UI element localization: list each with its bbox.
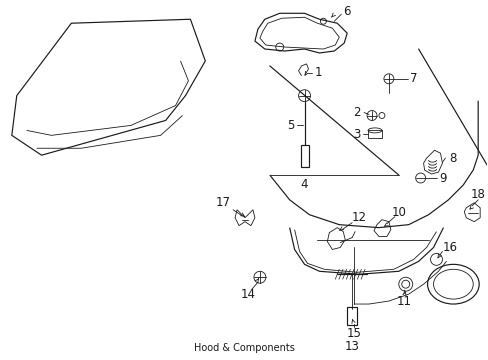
Text: 4: 4 (300, 179, 307, 192)
Text: 10: 10 (390, 206, 406, 219)
Text: 15: 15 (346, 327, 361, 340)
Text: 8: 8 (449, 152, 456, 165)
Text: 6: 6 (343, 5, 350, 18)
Text: 12: 12 (351, 211, 366, 224)
Text: 3: 3 (353, 128, 360, 141)
Text: Hood & Components: Hood & Components (193, 343, 294, 353)
Text: 13: 13 (344, 340, 359, 353)
Text: 17: 17 (215, 196, 230, 209)
Text: 14: 14 (240, 288, 255, 301)
Text: 5: 5 (286, 119, 294, 132)
Text: 18: 18 (470, 188, 485, 201)
Text: 2: 2 (353, 106, 360, 119)
Text: 16: 16 (442, 241, 457, 254)
Text: 9: 9 (439, 171, 447, 185)
Text: 11: 11 (395, 294, 410, 307)
Text: 7: 7 (409, 72, 417, 85)
Text: 1: 1 (314, 66, 322, 79)
